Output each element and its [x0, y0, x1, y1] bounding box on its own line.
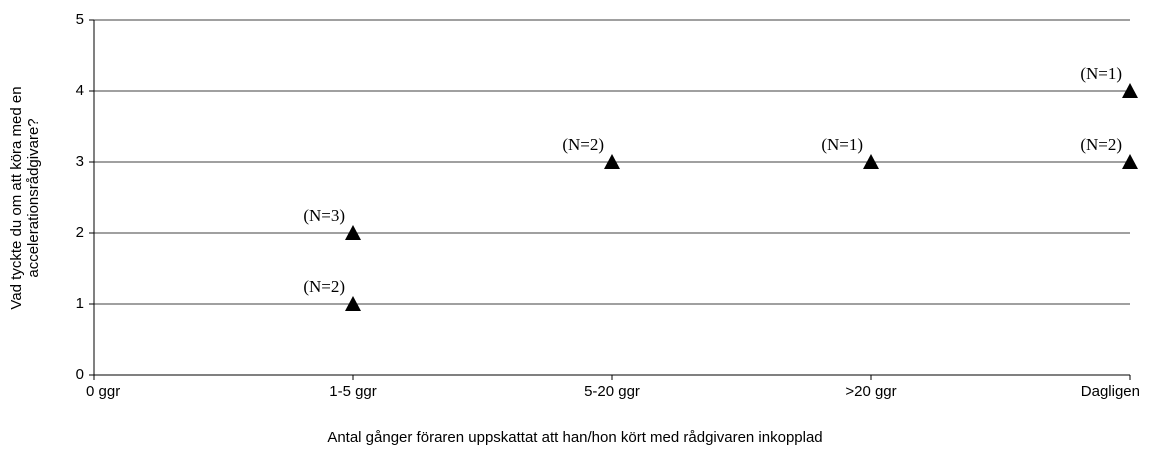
y-tick-label: 5	[76, 11, 84, 28]
y-tick-label: 4	[76, 82, 84, 99]
point	[1122, 83, 1138, 98]
x-tick-label: Dagligen	[1081, 383, 1140, 400]
y-tick-label: 1	[76, 295, 84, 312]
x-tick-label: 0 ggr	[86, 383, 120, 400]
point	[863, 154, 879, 169]
y-tick-label: 2	[76, 224, 84, 241]
point-annotation: (N=2)	[1080, 135, 1122, 154]
y-tick-label: 0	[76, 366, 84, 383]
point	[1122, 154, 1138, 169]
x-tick-label: 5-20 ggr	[584, 383, 640, 400]
point	[604, 154, 620, 169]
point	[345, 296, 361, 311]
x-tick-label: 1-5 ggr	[329, 383, 377, 400]
x-tick-label: >20 ggr	[845, 383, 896, 400]
y-axis-label-line: accelerationsrådgivare?	[25, 118, 42, 277]
y-tick-label: 3	[76, 153, 84, 170]
x-axis-label: Antal gånger föraren uppskattat att han/…	[327, 429, 822, 446]
y-axis-label: Vad tyckte du om att köra med en acceler…	[8, 86, 42, 309]
point-annotation: (N=3)	[303, 206, 345, 225]
point-annotation: (N=1)	[1080, 64, 1122, 83]
point-annotation: (N=1)	[821, 135, 863, 154]
point-annotation: (N=2)	[562, 135, 604, 154]
point-annotation: (N=2)	[303, 277, 345, 296]
y-axis-label-line: Vad tyckte du om att köra med en	[8, 86, 25, 309]
point	[345, 225, 361, 240]
